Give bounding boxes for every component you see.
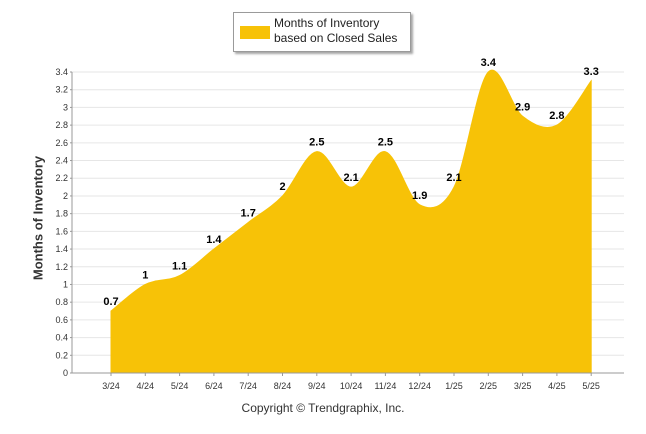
data-label: 3.3 [584, 66, 599, 78]
y-tick-label: 0 [63, 368, 68, 378]
y-tick-label: 2.2 [55, 173, 68, 183]
data-label: 2 [279, 181, 285, 193]
legend-label: Months of Inventory based on Closed Sale… [274, 16, 398, 45]
y-tick-label: 1.2 [55, 262, 68, 272]
x-tick-label: 2/25 [480, 381, 498, 391]
data-label: 2.8 [549, 110, 564, 122]
y-axis-label: Months of Inventory [30, 155, 46, 281]
y-tick-label: 2.8 [55, 120, 68, 130]
y-tick-label: 0.8 [55, 297, 68, 307]
y-tick-label: 2 [63, 191, 68, 201]
data-label: 1 [142, 269, 148, 281]
y-tick-label: 3 [63, 102, 68, 112]
x-tick-label: 5/24 [171, 381, 189, 391]
x-tick-label: 12/24 [408, 381, 431, 391]
x-tick-label: 10/24 [340, 381, 363, 391]
data-label: 2.1 [446, 172, 461, 184]
data-label: 1.7 [241, 208, 256, 220]
x-tick-label: 8/24 [274, 381, 292, 391]
data-label: 3.4 [481, 57, 497, 69]
data-label: 1.4 [206, 234, 222, 246]
y-tick-label: 1.6 [55, 226, 68, 236]
data-label: 2.5 [378, 137, 393, 149]
x-tick-label: 5/25 [582, 381, 600, 391]
data-label: 2.9 [515, 101, 530, 113]
x-tick-label: 11/24 [374, 381, 396, 391]
x-tick-label: 4/25 [548, 381, 566, 391]
y-tick-label: 2.4 [55, 156, 68, 166]
x-tick-label: 6/24 [205, 381, 223, 391]
data-label: 1.9 [412, 190, 427, 202]
copyright-text: Copyright © Trendgraphix, Inc. [241, 401, 405, 415]
y-tick-label: 3.2 [55, 85, 68, 95]
y-tick-label: 0.4 [55, 333, 68, 343]
area-fill [110, 69, 592, 374]
x-tick-label: 3/24 [102, 381, 120, 391]
legend-swatch [240, 26, 270, 39]
axes: 0 0.2 0.4 0.6 0.8 1 1.2 1.4 1.6 1.8 2 2.2 2.4 2.6 2.8 3… [55, 67, 624, 391]
x-tick-label: 3/25 [514, 381, 532, 391]
y-tick-label: 1.8 [55, 209, 68, 219]
x-tick-label: 7/24 [239, 381, 257, 391]
y-tick-label: 3.4 [55, 67, 68, 77]
data-label: 1.1 [172, 261, 187, 273]
x-tick-label: 4/24 [137, 381, 155, 391]
x-tick-label: 1/25 [445, 381, 463, 391]
legend: Months of Inventory based on Closed Sale… [233, 12, 411, 52]
y-tick-label: 0.6 [55, 315, 68, 325]
data-label: 2.5 [309, 137, 324, 149]
y-tick-label: 1 [63, 279, 68, 289]
x-tick-label: 9/24 [308, 381, 326, 391]
y-tick-label: 1.4 [55, 244, 68, 254]
area-series [110, 69, 592, 374]
y-tick-label: 2.6 [55, 138, 68, 148]
data-labels: 0.7 1 1.1 1.4 1.7 2 2.5 2.1 2.5 1.9 2.1 3.4 2.9 2.8 3.… [103, 57, 598, 308]
data-label: 0.7 [103, 296, 118, 308]
data-label: 2.1 [343, 172, 358, 184]
y-tick-label: 0.2 [55, 350, 68, 360]
